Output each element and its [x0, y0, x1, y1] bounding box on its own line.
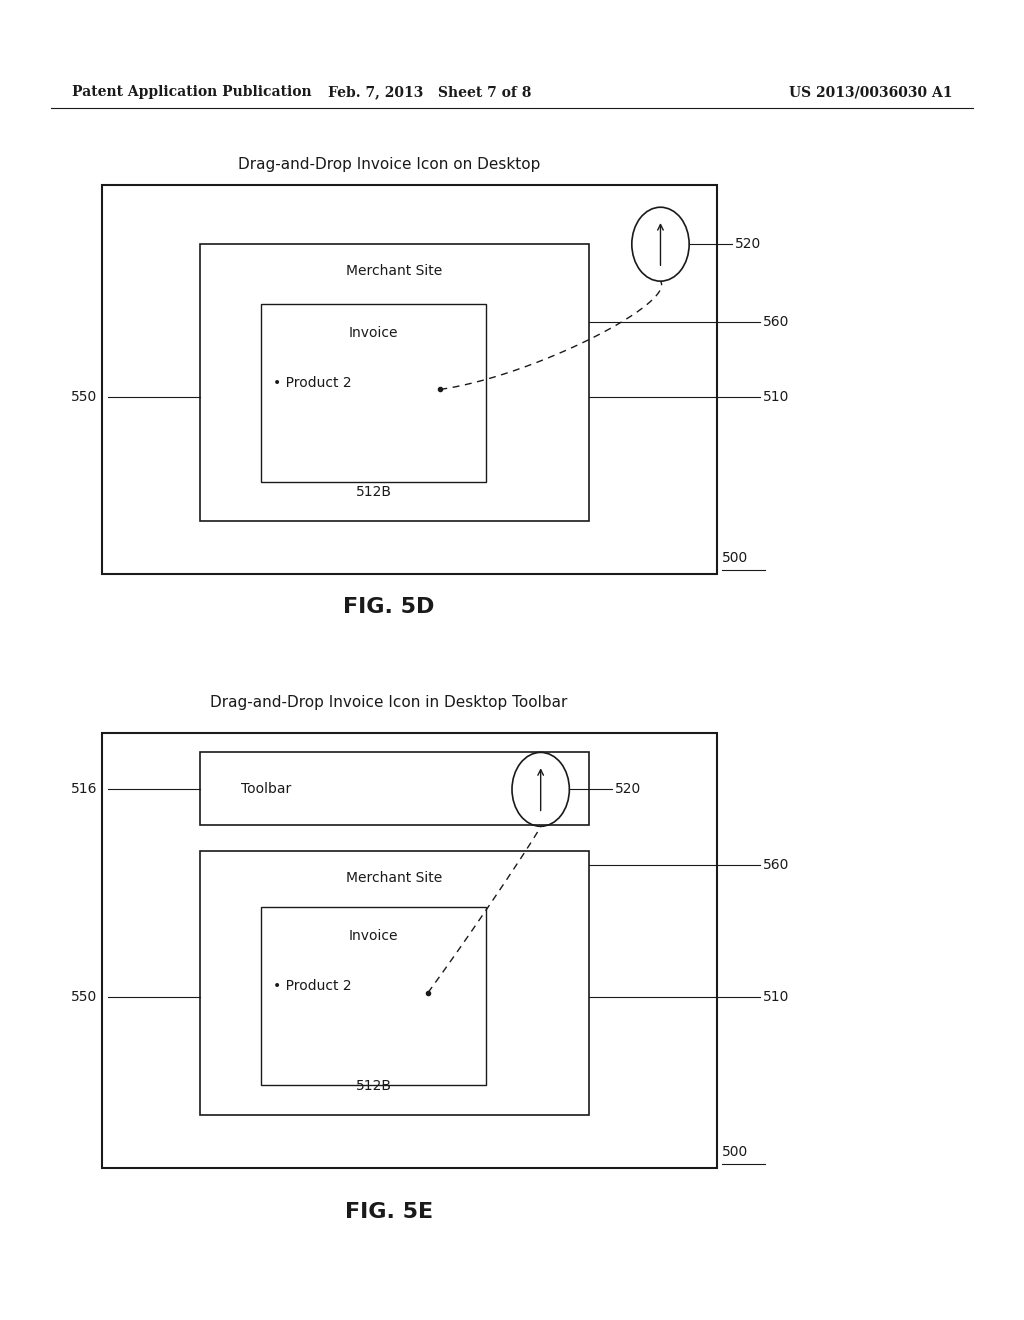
Text: US 2013/0036030 A1: US 2013/0036030 A1 — [788, 86, 952, 99]
Text: Toolbar: Toolbar — [241, 781, 291, 796]
Text: 512B: 512B — [355, 486, 392, 499]
FancyBboxPatch shape — [261, 907, 486, 1085]
Text: • Product 2: • Product 2 — [273, 979, 352, 993]
FancyBboxPatch shape — [200, 752, 589, 825]
Text: 520: 520 — [735, 238, 762, 251]
Text: 560: 560 — [763, 314, 790, 329]
Text: • Product 2: • Product 2 — [273, 376, 352, 389]
Text: 550: 550 — [71, 389, 97, 404]
FancyBboxPatch shape — [200, 244, 589, 521]
FancyBboxPatch shape — [261, 304, 486, 482]
Text: 550: 550 — [71, 990, 97, 1003]
Text: Invoice: Invoice — [349, 326, 398, 339]
Text: FIG. 5D: FIG. 5D — [343, 597, 435, 618]
Text: Drag-and-Drop Invoice Icon in Desktop Toolbar: Drag-and-Drop Invoice Icon in Desktop To… — [211, 694, 567, 710]
FancyBboxPatch shape — [102, 185, 717, 574]
Text: 500: 500 — [722, 1146, 749, 1159]
FancyBboxPatch shape — [200, 851, 589, 1115]
Text: 510: 510 — [763, 990, 790, 1003]
FancyBboxPatch shape — [102, 733, 717, 1168]
Text: Drag-and-Drop Invoice Icon on Desktop: Drag-and-Drop Invoice Icon on Desktop — [238, 157, 541, 173]
Text: 560: 560 — [763, 858, 790, 871]
Text: Merchant Site: Merchant Site — [346, 871, 442, 884]
Text: 510: 510 — [763, 389, 790, 404]
Text: Merchant Site: Merchant Site — [346, 264, 442, 277]
Text: 500: 500 — [722, 552, 749, 565]
Text: Feb. 7, 2013   Sheet 7 of 8: Feb. 7, 2013 Sheet 7 of 8 — [329, 86, 531, 99]
Text: FIG. 5E: FIG. 5E — [345, 1201, 433, 1222]
Text: Patent Application Publication: Patent Application Publication — [72, 86, 311, 99]
Text: 520: 520 — [615, 783, 642, 796]
Text: Invoice: Invoice — [349, 929, 398, 942]
Text: 512B: 512B — [355, 1080, 392, 1093]
Text: 516: 516 — [71, 781, 97, 796]
